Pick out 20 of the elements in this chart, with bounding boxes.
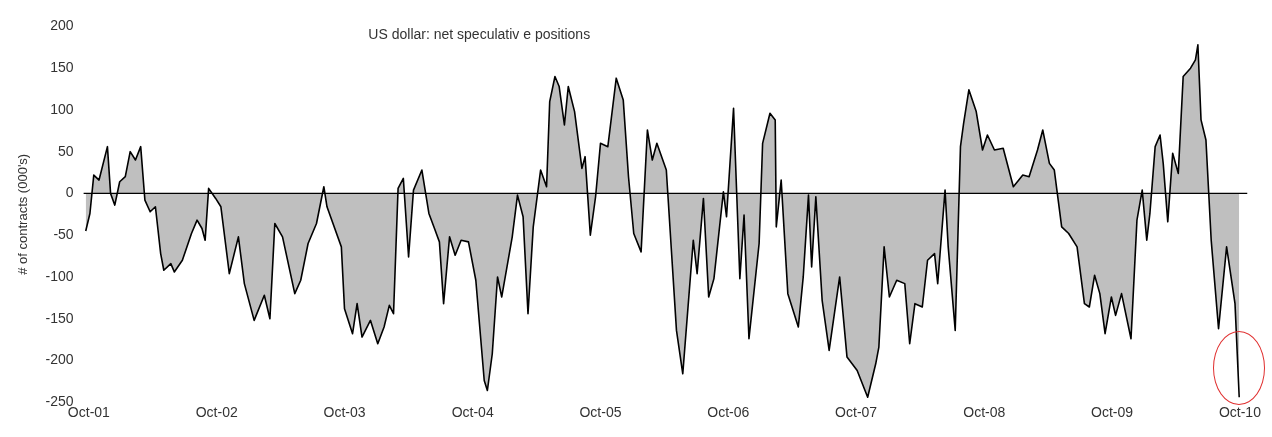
x-tick-label: Oct-04 <box>451 404 494 421</box>
x-tick-label: Oct-02 <box>195 404 238 421</box>
y-tick-label: -50 <box>53 226 74 243</box>
x-tick-label: Oct-08 <box>963 404 1006 421</box>
x-tick-label: Oct-09 <box>1091 404 1134 421</box>
y-tick-label: -150 <box>45 309 74 326</box>
y-tick-label: 200 <box>50 17 74 34</box>
x-tick-label: Oct-06 <box>707 404 750 421</box>
y-tick-label: 100 <box>50 100 74 117</box>
x-tick-label: Oct-03 <box>323 404 366 421</box>
y-tick-label: 0 <box>65 184 74 201</box>
x-tick-label: Oct-07 <box>835 404 878 421</box>
y-axis-title: # of contracts (000's) <box>15 153 31 275</box>
y-tick-label: 150 <box>50 59 74 76</box>
y-tick-label: -100 <box>45 267 74 284</box>
chart-title: US dollar: net speculativ e positions <box>368 26 591 43</box>
x-tick-label: Oct-10 <box>1218 404 1262 421</box>
y-tick-label: 50 <box>58 142 74 159</box>
y-tick-label: -200 <box>45 351 74 368</box>
x-tick-label: Oct-05 <box>579 404 622 421</box>
